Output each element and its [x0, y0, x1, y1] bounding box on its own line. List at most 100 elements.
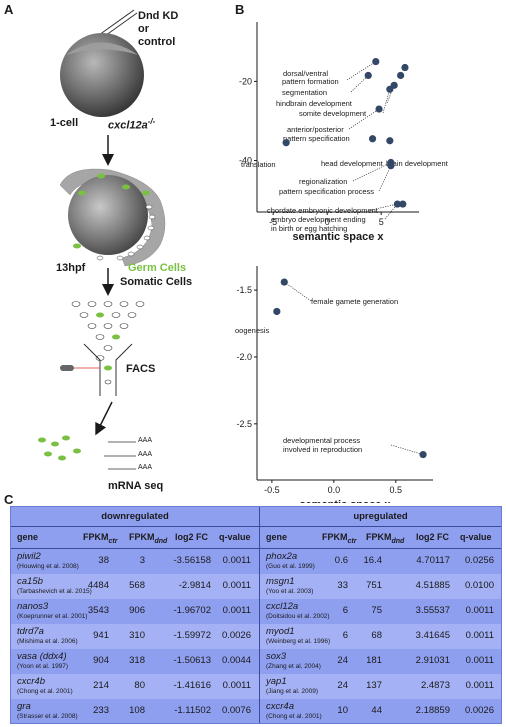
- data-point: [393, 200, 401, 208]
- table-row: sox3 (Zhang et al. 2004) 24 181 2.91031 0.001…: [260, 649, 501, 674]
- table-row: piwil2 (Houwing et al. 2008) 38 3 -3.56158 0.…: [11, 549, 259, 574]
- fpkm-ctr-value: 904: [93, 655, 109, 666]
- panel-label-b: B: [235, 2, 245, 17]
- annotation-label: pattern formation: [282, 77, 339, 86]
- fpkm-ctr-value: 4484: [87, 580, 109, 591]
- annotation-label: oogenesis: [235, 326, 269, 335]
- annotation-label: segmentation: [282, 88, 327, 97]
- x-tick-label: 0.5: [390, 485, 403, 495]
- log2fc-value: -1.11502: [174, 705, 211, 716]
- facs-label: FACS: [126, 363, 156, 375]
- gene-name: myod1: [266, 626, 295, 637]
- annotation-leader: [284, 281, 312, 302]
- genotype-label: cxcl12a-/-: [108, 117, 156, 132]
- fpkm-dnd-value: 181: [366, 655, 382, 666]
- q-value: 0.0011: [222, 555, 251, 566]
- fpkm-dnd-value: 318: [129, 655, 145, 666]
- sequencing-reads-icon: [104, 441, 136, 470]
- stage-label-1-cell: 1-cell: [50, 117, 79, 129]
- gene-name: phox2a: [266, 551, 298, 562]
- header-fpkm-dnd: FPKMdnd: [129, 532, 168, 545]
- annotation-label: hindbrain development: [276, 99, 353, 108]
- fpkm-dnd-value: 137: [366, 680, 382, 691]
- log2fc-value: -3.56158: [173, 555, 211, 566]
- data-point: [273, 307, 281, 316]
- log2fc-value: 3.55537: [415, 605, 450, 616]
- annotation-label: developmental process: [283, 436, 360, 445]
- annotation-label: pattern specification process: [279, 187, 374, 196]
- panel-a-schematic: [38, 9, 166, 470]
- fpkm-ctr-value: 24: [337, 680, 348, 691]
- fpkm-ctr-value: 33: [337, 580, 348, 591]
- table-row: nanos3 (Koeprunner et al. 2001) 3543 906 -1.…: [11, 599, 259, 624]
- log2fc-value: 4.51885: [415, 580, 450, 591]
- table-row: msgn1 (Yoo et al. 2003) 33 751 4.51885 0.0100: [260, 574, 501, 599]
- gene-name: msgn1: [266, 576, 295, 587]
- q-value: 0.0011: [465, 630, 494, 641]
- table-row: yap1 (Jiang et al. 2009) 24 137 2.4873 0.0011: [260, 674, 501, 699]
- legend-germ-cells: Germ Cells: [128, 262, 187, 274]
- log2fc-value: -2.9814: [178, 580, 211, 591]
- gene-name: sox3: [266, 651, 287, 662]
- table-row: cxcr4b (Chong et al. 2001) 214 80 -1.41616 0.…: [11, 674, 259, 699]
- log2fc-value: -1.59972: [173, 630, 211, 641]
- annotation-leader: [390, 444, 424, 455]
- annotation-label: embryo development ending: [271, 215, 366, 224]
- header-q-value: q-value: [460, 532, 492, 542]
- upregulated-section: upregulated gene FPKMctr FPKMdnd log2 FC…: [260, 507, 501, 723]
- fpkm-dnd-value: 75: [371, 605, 382, 616]
- y-tick-label: -1.5: [236, 285, 252, 295]
- downregulated-section: downregulated gene FPKMctr FPKMdnd log2 …: [11, 507, 259, 723]
- annotation-label: somite development: [299, 109, 367, 118]
- injection-label: Dnd KD or control: [138, 10, 179, 48]
- sorted-germ-cells-icon: [38, 435, 81, 461]
- data-point: [372, 57, 380, 66]
- q-value: 0.0100: [464, 580, 494, 591]
- table-row: cxcl12a (Doitsidou et al. 2002) 6 75 3.55537…: [260, 599, 501, 624]
- gene-reference: (Zhang et al. 2004): [266, 663, 321, 670]
- one-cell-embryo-icon: [60, 33, 144, 117]
- fpkm-ctr-value: 214: [93, 680, 109, 691]
- data-point: [386, 137, 394, 145]
- table-row: phox2a (Guo et al. 1999) 0.6 16.4 4.70117 0.0…: [260, 549, 501, 574]
- gene-name: cxcr4a: [266, 701, 294, 712]
- gene-reference: (Tarbashevich et al. 2015): [17, 588, 92, 595]
- gene-reference: (Yoon et al. 1997): [17, 663, 69, 670]
- gene-reference: (Chong et al. 2001): [17, 688, 73, 695]
- data-point: [397, 71, 405, 80]
- fpkm-dnd-value: 568: [129, 580, 145, 591]
- header-gene: gene: [17, 532, 39, 542]
- data-point: [364, 71, 372, 80]
- gene-reference: (Strasser et al. 2008): [17, 713, 78, 720]
- annotation-label: regionalization: [299, 177, 347, 186]
- table-row: ca15b (Tarbashevich et al. 2015) 4484 568 -2…: [11, 574, 259, 599]
- upregulated-title: upregulated: [353, 511, 408, 522]
- gene-expression-table: downregulated gene FPKMctr FPKMdnd log2 …: [10, 506, 502, 724]
- gene-name: gra: [17, 701, 31, 712]
- annotation-leader: [382, 89, 391, 114]
- x-tick-label: 0: [325, 217, 330, 227]
- annotation-leader: [386, 85, 395, 104]
- log2fc-value: -1.50613: [173, 655, 211, 666]
- fpkm-dnd-value: 80: [134, 680, 145, 691]
- q-value: 0.0011: [222, 580, 251, 591]
- mrna-seq-label: mRNA seq: [108, 480, 164, 492]
- header-log2fc: log2 FC: [175, 532, 208, 542]
- q-value: 0.0026: [464, 705, 494, 716]
- q-value: 0.0011: [222, 680, 251, 691]
- downregulated-title: downregulated: [101, 511, 169, 522]
- header-fpkm-dnd: FPKMdnd: [366, 532, 405, 545]
- header-fpkm-ctr: FPKMctr: [322, 532, 357, 545]
- q-value: 0.0076: [221, 705, 251, 716]
- annotation-label: anterior/posterior: [287, 125, 344, 134]
- gene-reference: (Guo et al. 1999): [266, 563, 315, 570]
- x-axis-label: semantic space x: [292, 231, 384, 243]
- log2fc-value: 2.91031: [415, 655, 450, 666]
- fpkm-ctr-value: 6: [342, 630, 348, 641]
- annotation-label: translation: [241, 160, 276, 169]
- header-gene: gene: [266, 532, 288, 542]
- annotation-label: dorsal/ventral: [283, 69, 328, 78]
- table-row: myod1 (Weinberg et al. 1996) 6 68 3.41645 0.0…: [260, 624, 501, 649]
- annotation-leader: [378, 165, 392, 192]
